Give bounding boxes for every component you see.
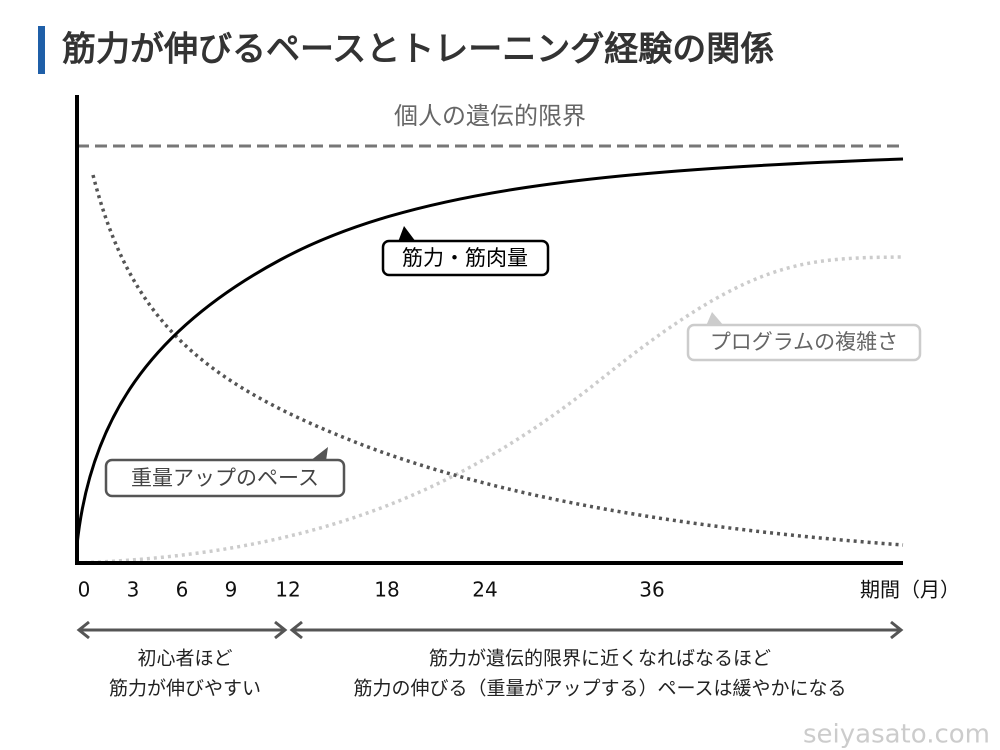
curve-label: プログラムの複雑さ	[710, 330, 898, 354]
x-axis-label: 期間（月）	[860, 578, 960, 602]
curve-label: 筋力・筋肉量	[402, 246, 528, 270]
pace-curve	[91, 174, 904, 547]
x-tick-label: 9	[225, 578, 238, 602]
x-tick-label: 24	[472, 578, 497, 602]
x-tick-label: 12	[275, 578, 300, 602]
x-tick-label: 18	[374, 578, 399, 602]
phase-arrows	[76, 620, 904, 640]
complexity-curve	[76, 255, 904, 565]
limit-label: 個人の遺伝的限界	[394, 102, 586, 130]
phase-text: 初心者ほど	[137, 648, 232, 670]
x-tick-label: 6	[176, 578, 189, 602]
strength-callout: 筋力・筋肉量	[381, 226, 550, 277]
curve-label: 重量アップのペース	[131, 466, 319, 490]
phase-text: 筋力が遺伝的限界に近くなればなるほど	[429, 648, 771, 670]
strength-curve	[75, 157, 904, 546]
phase-text: 筋力が伸びやすい	[109, 678, 261, 700]
x-tick-label: 0	[78, 578, 91, 602]
pace-callout: 重量アップのペース	[104, 447, 346, 498]
x-tick-label: 3	[127, 578, 140, 602]
x-tick-label: 36	[639, 578, 664, 602]
title: 筋力が伸びるペースとトレーニング経験の関係	[62, 30, 774, 70]
phase-text: 筋力の伸びる（重量がアップする）ペースは緩やかになる	[353, 678, 846, 700]
watermark: seiyasato.com	[803, 720, 990, 750]
title-bar	[38, 26, 45, 74]
complexity-callout: プログラムの複雑さ	[686, 312, 922, 362]
